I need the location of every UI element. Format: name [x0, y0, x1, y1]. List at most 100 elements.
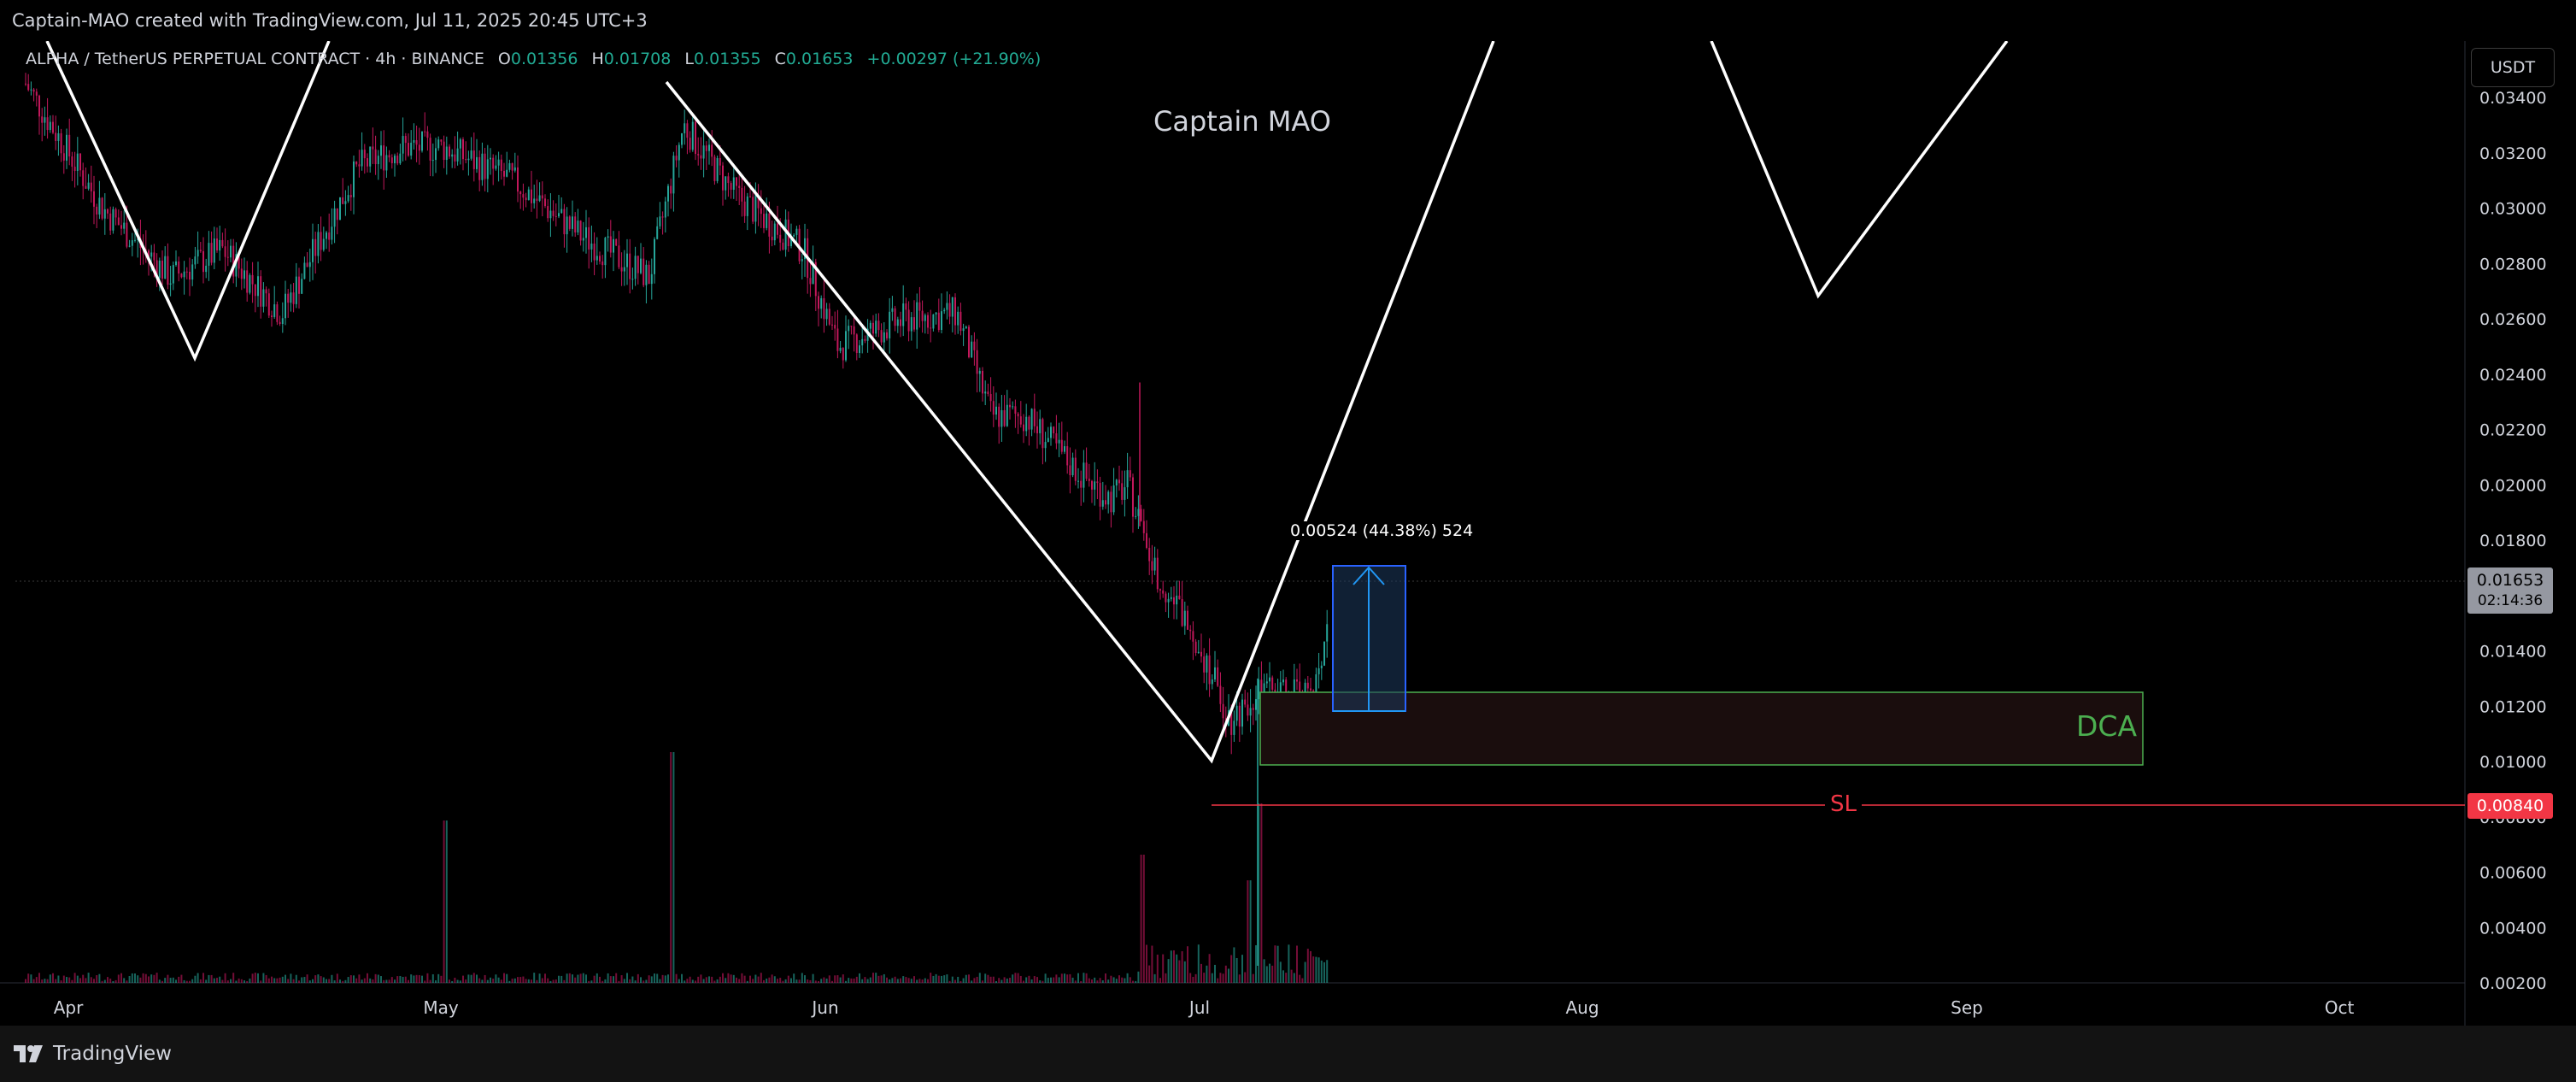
- volume-bar: [322, 977, 325, 983]
- volume-bar: [678, 979, 680, 983]
- candle-body: [620, 267, 623, 272]
- candle-body: [946, 303, 948, 310]
- volume-bar: [1320, 960, 1323, 983]
- symbol-name[interactable]: ALPHA / TetherUS PERPETUAL CONTRACT · 4h…: [26, 50, 484, 68]
- candle-body: [552, 210, 555, 216]
- candle-body: [470, 150, 472, 159]
- candle-body: [836, 328, 839, 351]
- volume-bar: [506, 973, 508, 983]
- candle-body: [208, 243, 210, 266]
- volume-bar: [331, 974, 333, 983]
- price-tick-label: 0.00600: [2479, 864, 2547, 883]
- dca-zone-box[interactable]: [1259, 691, 2144, 766]
- volume-bar: [965, 974, 967, 983]
- candle-body: [572, 216, 573, 229]
- candle-body: [672, 156, 675, 194]
- candle-body: [155, 260, 158, 279]
- zigzag-line-right[interactable]: [1710, 41, 2009, 299]
- candle-body: [210, 243, 213, 263]
- volume-bar: [932, 975, 935, 983]
- candle-body: [828, 309, 830, 325]
- candle-body: [1230, 710, 1233, 735]
- volume-bar: [358, 974, 361, 983]
- volume-bar: [1096, 980, 1099, 983]
- candle-body: [1053, 426, 1055, 434]
- volume-bar: [1285, 973, 1288, 983]
- price-chart[interactable]: 0.03400 0.03200 0.03000 0.02800 0.02600 0.024…: [0, 41, 2576, 1026]
- volume-bar: [1047, 978, 1049, 983]
- volume-bar: [599, 976, 601, 983]
- volume-bar: [388, 979, 390, 983]
- volume-bar: [385, 979, 388, 983]
- candle-body: [954, 297, 956, 326]
- volume-bar: [719, 976, 721, 983]
- measure-arrow-head-icon: [1353, 566, 1385, 585]
- volume-bar: [1156, 954, 1159, 983]
- volume-bar: [713, 980, 716, 983]
- volume-bar: [790, 978, 792, 983]
- candle-body: [101, 197, 103, 219]
- price-tick-label: 0.02600: [2479, 310, 2547, 329]
- candle-body: [1269, 677, 1270, 682]
- candle-body: [536, 198, 538, 201]
- candle-body: [1323, 641, 1325, 666]
- candle-body: [924, 315, 926, 321]
- candle-body: [1033, 409, 1036, 426]
- volume-bar: [1217, 978, 1219, 983]
- candle-body: [1091, 480, 1093, 490]
- volume-bar: [1326, 960, 1329, 983]
- volume-bar: [1187, 946, 1188, 983]
- volume-bar: [451, 980, 454, 983]
- candle-body: [1006, 404, 1008, 426]
- candle-body: [1121, 483, 1124, 500]
- volume-bar: [834, 975, 836, 983]
- candle-body: [695, 121, 696, 155]
- candle-body: [555, 215, 557, 217]
- zigzag-line-main[interactable]: [665, 41, 1495, 764]
- candle-body: [1071, 457, 1074, 476]
- chart-pane[interactable]: 0.03400 0.03200 0.03000 0.02800 0.02600 0.024…: [0, 41, 2576, 1026]
- candle-body: [869, 322, 871, 329]
- zigzag-line-left[interactable]: [45, 41, 331, 362]
- candle-body: [383, 145, 385, 171]
- candle-body: [314, 238, 317, 256]
- candle-body: [1162, 590, 1165, 594]
- candle-body: [736, 177, 737, 186]
- candle-body: [716, 157, 719, 181]
- candle-body: [221, 239, 224, 247]
- candle-body: [301, 279, 303, 294]
- candle-body: [513, 167, 516, 171]
- candle-body: [1019, 416, 1022, 425]
- candle-body: [298, 276, 300, 294]
- volume-bar: [855, 976, 858, 983]
- volume-bar: [276, 978, 279, 983]
- volume-bar: [55, 979, 57, 983]
- volume-bar: [664, 975, 666, 983]
- candle-body: [773, 223, 776, 241]
- volume-bar: [738, 979, 741, 983]
- volume-bar: [588, 980, 590, 983]
- volume-bar: [763, 979, 765, 983]
- volume-bar: [500, 979, 502, 983]
- candle-body: [568, 216, 571, 229]
- candle-body: [932, 314, 935, 329]
- candle-body: [224, 246, 226, 257]
- candle-body: [593, 243, 596, 261]
- volume-bar: [52, 973, 54, 983]
- candle-body: [96, 206, 98, 215]
- candle-body: [1025, 416, 1028, 432]
- candle-body: [164, 256, 167, 279]
- tradingview-brand[interactable]: TradingView: [14, 1041, 172, 1067]
- candle-body: [1258, 679, 1260, 700]
- candle-body: [1222, 703, 1224, 719]
- candle-body: [937, 312, 940, 331]
- candle-body: [861, 338, 864, 346]
- currency-button[interactable]: USDT: [2471, 48, 2555, 87]
- volume-bar: [244, 980, 245, 983]
- volume-bar: [547, 978, 549, 983]
- candle-body: [336, 208, 338, 221]
- volume-bar: [1044, 973, 1047, 983]
- volume-bar: [197, 973, 199, 983]
- volume-bar: [1194, 973, 1197, 983]
- price-tick-label: 0.03200: [2479, 144, 2547, 163]
